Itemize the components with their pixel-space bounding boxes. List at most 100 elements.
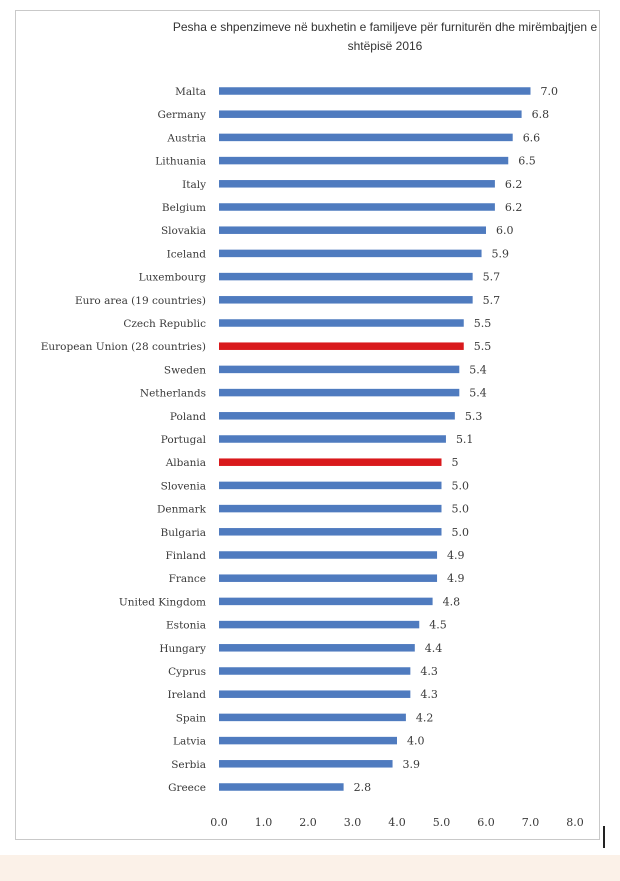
- value-label: 5.5: [474, 340, 492, 353]
- bar: [219, 226, 486, 234]
- footer-band: [0, 855, 620, 881]
- bar: [219, 644, 415, 652]
- category-label: Italy: [182, 179, 206, 191]
- category-label: Belgium: [162, 202, 206, 214]
- category-label: Ireland: [168, 689, 207, 701]
- x-tick-label: 4.0: [388, 816, 406, 829]
- x-axis: 0.0 1.0 2.0 3.0 4.0 5.0 6.0 7.0 8.0: [210, 816, 584, 829]
- category-label: Czech Republic: [123, 318, 206, 330]
- value-label: 4.9: [447, 572, 465, 585]
- bar: [219, 342, 464, 350]
- x-tick-label: 8.0: [566, 816, 584, 829]
- bar: [219, 690, 411, 698]
- category-label: Greece: [168, 782, 206, 794]
- category-label: Serbia: [171, 759, 206, 771]
- category-label: Euro area (19 countries): [75, 295, 206, 307]
- value-label: 6.0: [496, 224, 514, 237]
- bar: [219, 412, 455, 420]
- value-label: 4.3: [420, 688, 438, 701]
- value-label: 6.5: [518, 155, 536, 168]
- bar: [219, 760, 393, 768]
- value-label: 6.2: [505, 201, 523, 214]
- bar: [219, 667, 411, 675]
- bar: [219, 713, 406, 722]
- category-label: Austria: [166, 132, 206, 144]
- value-label: 5.4: [469, 387, 487, 400]
- x-tick-label: 0.0: [210, 816, 228, 829]
- category-label: Poland: [170, 411, 206, 423]
- bar: [219, 156, 509, 165]
- bar: [219, 110, 522, 118]
- category-label: Finland: [165, 550, 206, 562]
- value-label: 4.9: [447, 549, 465, 562]
- category-label: Cyprus: [168, 666, 206, 678]
- chart-title: Pesha e shpenzimeve në buxhetin e familj…: [172, 20, 598, 53]
- category-label: Germany: [157, 109, 206, 121]
- bars: [219, 87, 531, 791]
- category-label: Albania: [165, 457, 206, 469]
- category-label: Slovakia: [161, 225, 206, 237]
- category-label: Sweden: [164, 364, 206, 376]
- category-label: Portugal: [161, 434, 207, 446]
- category-label: Slovenia: [161, 480, 206, 492]
- bar: [219, 551, 438, 559]
- value-label: 5.0: [452, 526, 470, 539]
- bar: [219, 504, 442, 513]
- x-tick-label: 5.0: [433, 816, 451, 829]
- x-tick-label: 2.0: [299, 816, 317, 829]
- bar: [219, 736, 397, 745]
- text-cursor: [603, 826, 605, 848]
- bar: [219, 319, 464, 327]
- category-label: Hungary: [159, 643, 206, 655]
- bar: [219, 249, 482, 258]
- x-tick-label: 6.0: [477, 816, 495, 829]
- value-label: 3.9: [403, 758, 421, 771]
- category-label: Netherlands: [140, 388, 206, 400]
- x-tick-label: 1.0: [255, 816, 273, 829]
- bar: [219, 388, 460, 397]
- value-label: 5.4: [469, 363, 487, 376]
- value-label: 4.5: [429, 619, 447, 632]
- bar: [219, 272, 473, 281]
- value-label: 6.8: [532, 108, 550, 121]
- value-label: 7.0: [541, 85, 559, 98]
- category-label: Bulgaria: [161, 527, 206, 539]
- category-label: Latvia: [173, 736, 206, 748]
- bar: [219, 203, 495, 211]
- bar: [219, 296, 473, 304]
- value-label: 5.7: [483, 271, 501, 284]
- value-label: 5.5: [474, 317, 492, 330]
- category-label: United Kingdom: [119, 596, 206, 608]
- value-label: 5: [452, 456, 459, 469]
- value-label: 5.0: [452, 503, 470, 516]
- category-label: France: [169, 573, 206, 585]
- bar: [219, 365, 460, 374]
- value-label: 5.1: [456, 433, 474, 446]
- value-label: 6.2: [505, 178, 523, 191]
- value-label: 4.2: [416, 711, 434, 724]
- bar: [219, 597, 433, 606]
- category-label: Estonia: [166, 620, 206, 632]
- bar: [219, 180, 495, 188]
- value-label: 5.3: [465, 410, 483, 423]
- x-tick-label: 7.0: [522, 816, 540, 829]
- bar: [219, 133, 513, 142]
- category-label: Luxembourg: [139, 272, 207, 284]
- bar: [219, 481, 442, 490]
- value-label: 4.8: [443, 595, 461, 608]
- value-label: 6.6: [523, 131, 541, 144]
- value-label: 4.4: [425, 642, 443, 655]
- category-label: European Union (28 countries): [41, 341, 206, 353]
- value-label: 5.0: [452, 479, 470, 492]
- category-label: Denmark: [157, 504, 207, 516]
- value-label: 4.0: [407, 735, 425, 748]
- bar: [219, 87, 531, 95]
- chart-frame: [15, 10, 600, 840]
- bar: [219, 528, 442, 536]
- x-tick-label: 3.0: [344, 816, 362, 829]
- bar: [219, 620, 420, 629]
- value-label: 2.8: [354, 781, 372, 794]
- bar: [219, 435, 446, 443]
- bar: [219, 783, 344, 791]
